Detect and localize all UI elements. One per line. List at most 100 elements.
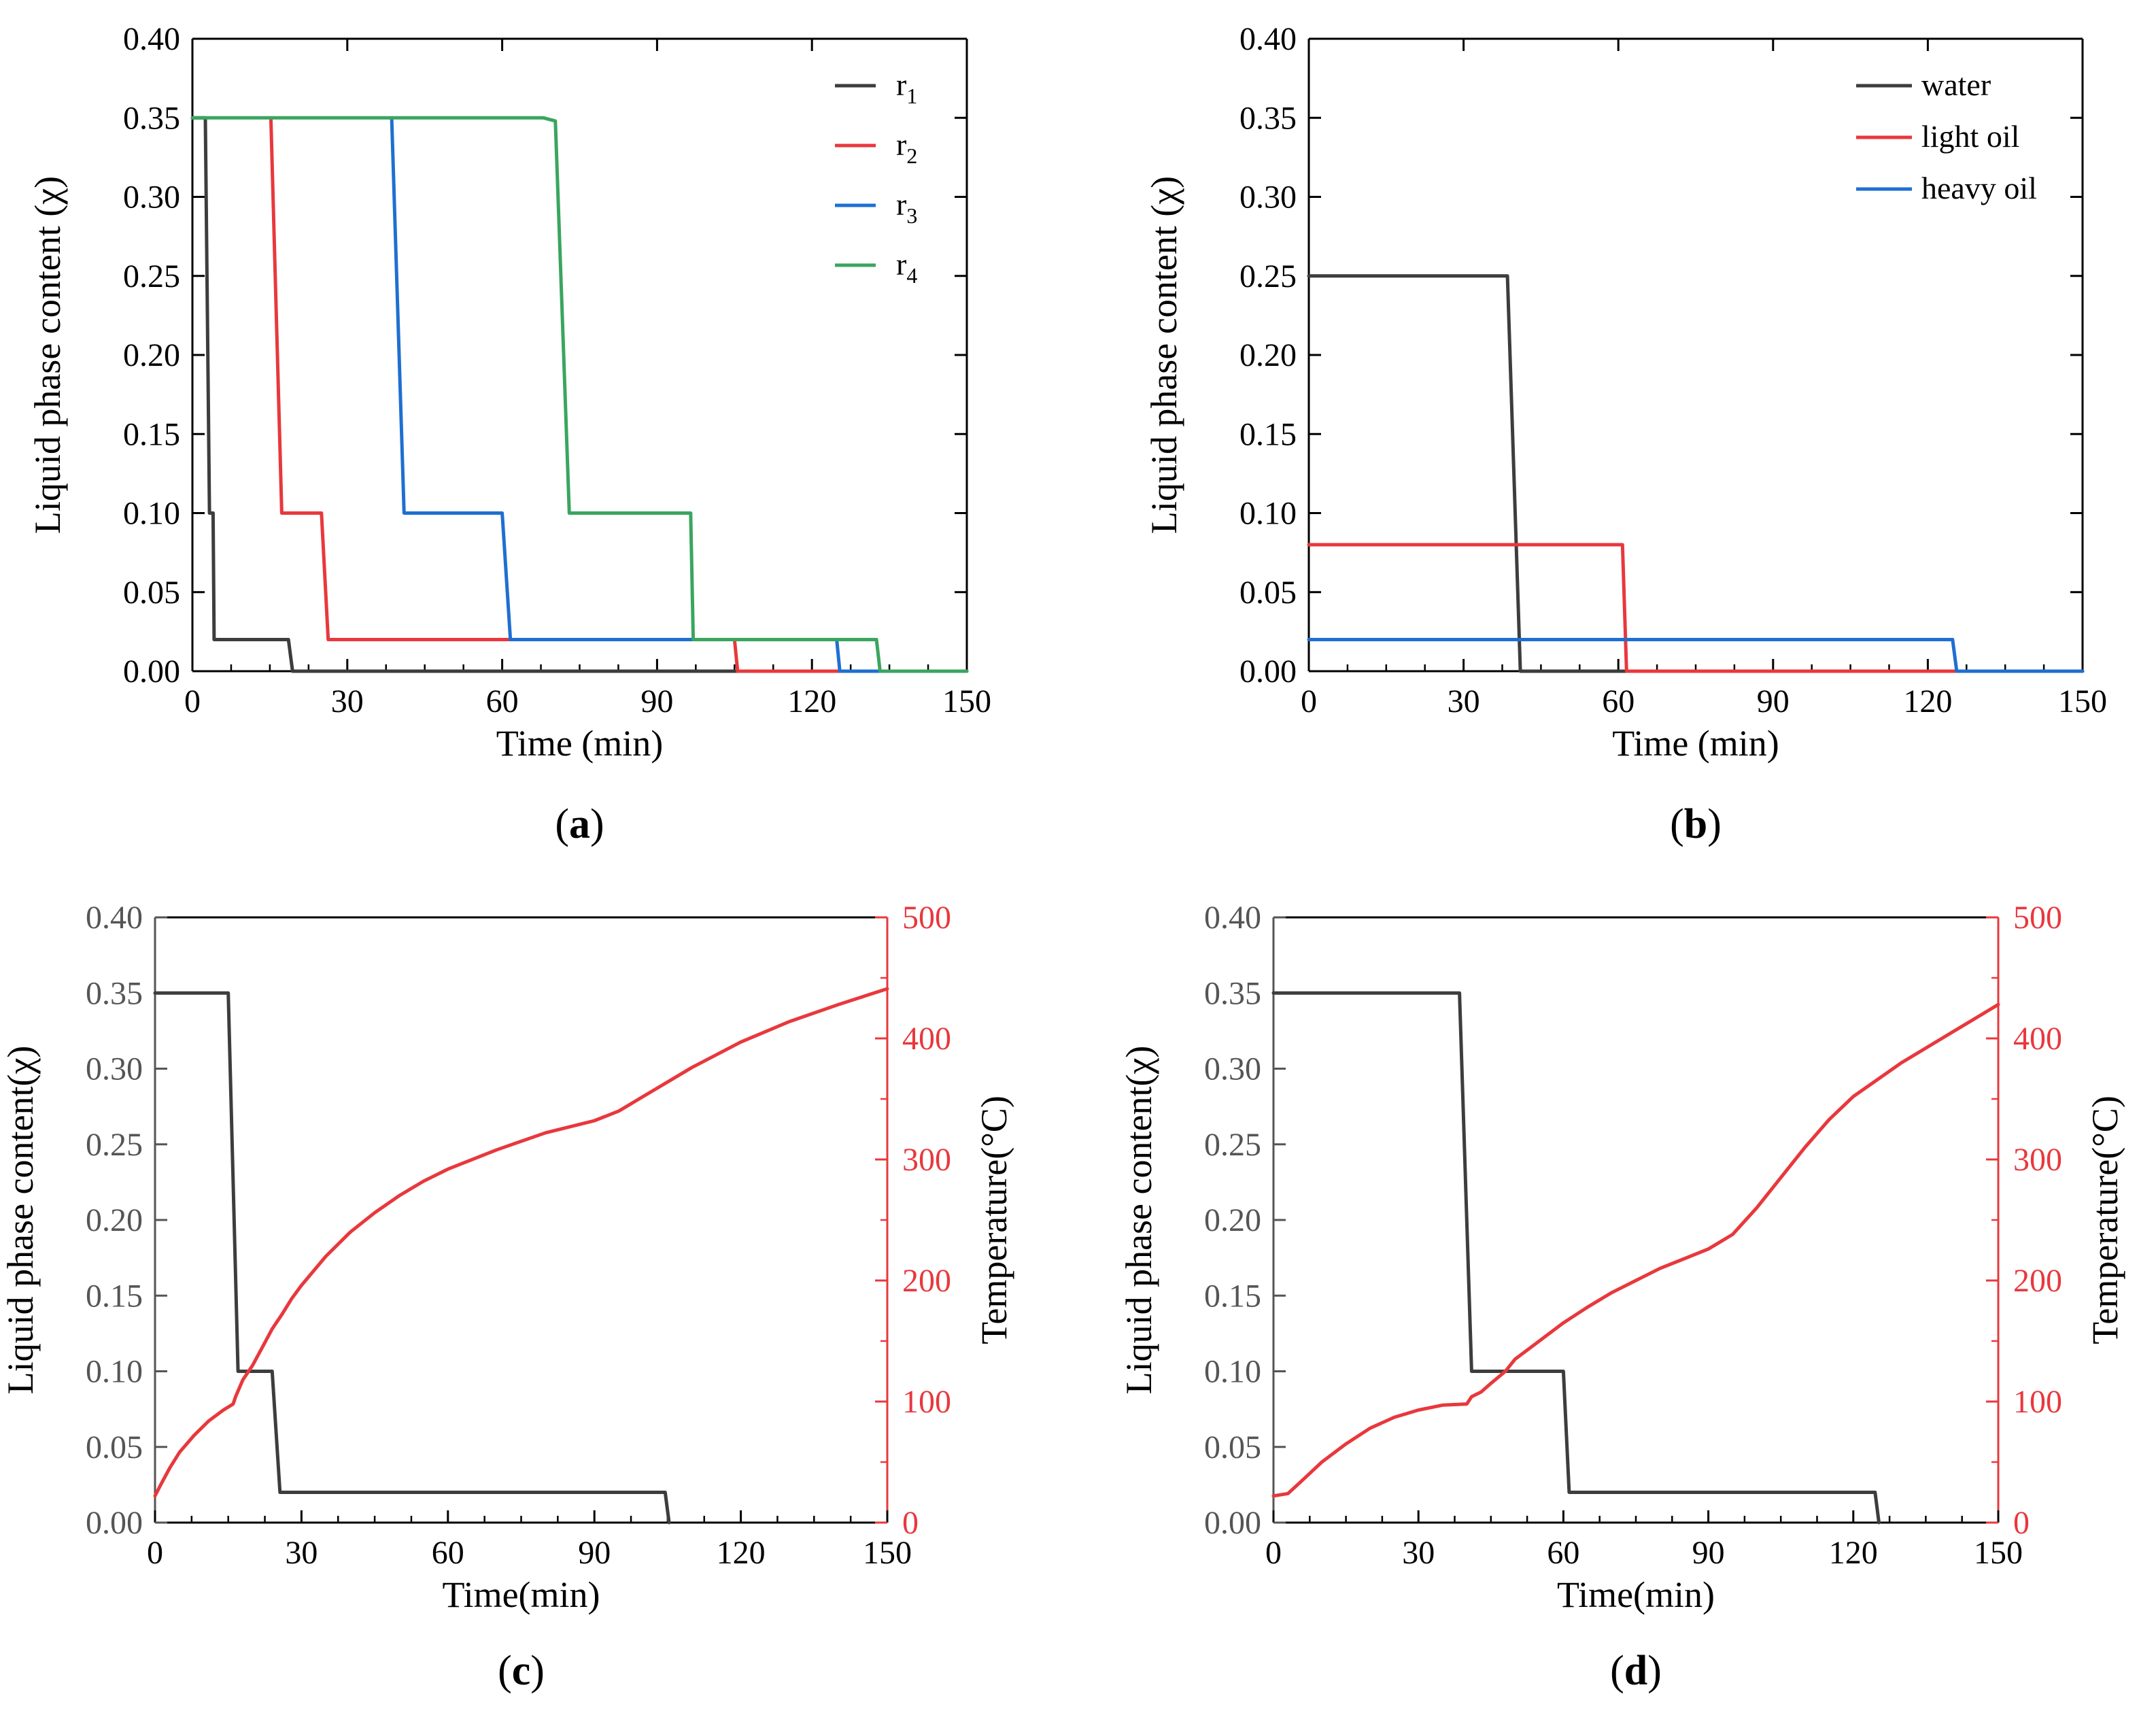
y2-tick-label: 0 (902, 1505, 919, 1541)
legend-label-subscript: 4 (906, 263, 917, 288)
legend-label: r1 (896, 67, 917, 108)
series-line-heavy-oil (1307, 638, 2085, 673)
chart-panel-a: 0 30 60 90 120 150 0.00 0.05 0.10 0.15 0.20 0.25 0.3… (27, 21, 991, 847)
series-line-water (1307, 274, 2085, 673)
y2-tick-label: 400 (2013, 1021, 2062, 1057)
panel-caption: (b) (1670, 801, 1722, 847)
chart-panel-c: 0 30 60 90 120 150 0.00 0.05 0.10 0.15 0.20 0.25 0.3… (0, 900, 1014, 1694)
y-tick-label: 0.00 (1204, 1505, 1261, 1541)
caption-paren-close: ) (1707, 801, 1722, 847)
x-tick-label: 0 (1301, 683, 1317, 719)
y-tick-label: 0.05 (123, 575, 180, 611)
y-tick-label: 0.25 (1204, 1127, 1261, 1163)
series-line-liquid-phase-content (153, 991, 671, 1525)
x-tick-label: 150 (942, 683, 991, 719)
y-tick-label: 0.30 (1204, 1051, 1261, 1087)
x-tick-label: 120 (1903, 683, 1952, 719)
y-tick-label: 0.35 (86, 975, 143, 1011)
y-tick-label: 0.40 (1239, 21, 1297, 57)
legend-label-subscript: 3 (906, 203, 917, 228)
series-line-temperature (153, 987, 889, 1498)
x-tick-label: 0 (184, 683, 201, 719)
x-axis-label: Time(min) (1557, 1574, 1715, 1615)
y2-tick-label: 100 (902, 1384, 951, 1420)
series-line-liquid-phase-content (1271, 991, 1881, 1525)
chart-panel-b: 0 30 60 90 120 150 0.00 0.05 0.10 0.15 0.20 0.25 0.3… (1144, 21, 2107, 847)
y-tick-label: 0.20 (123, 337, 180, 373)
x-tick-label: 150 (863, 1535, 912, 1571)
x-tick-label: 150 (1974, 1535, 2023, 1571)
y-axis-label: Liquid phase content(χ) (1118, 1046, 1159, 1395)
y2-tick-label: 200 (2013, 1263, 2062, 1299)
x-tick-label: 60 (1602, 683, 1635, 719)
series-line-light-oil (1307, 543, 2085, 673)
y2-tick-label: 300 (2013, 1142, 2062, 1178)
x-tick-label: 60 (486, 683, 519, 719)
legend-label-subscript: 1 (906, 84, 917, 108)
x-tick-label: 90 (578, 1535, 611, 1571)
x-tick-label: 30 (1448, 683, 1480, 719)
legend-label: light oil (1921, 119, 2019, 154)
x-tick-label: 30 (1402, 1535, 1435, 1571)
y-tick-label: 0.25 (86, 1127, 143, 1163)
y-tick-label: 0.40 (86, 900, 143, 936)
series-line-r3 (390, 116, 969, 673)
x-axis-label: Time(min) (442, 1574, 600, 1615)
y-tick-label: 0.15 (123, 416, 180, 452)
legend-label-base: r (896, 127, 906, 162)
y2-axis-label: Temperature(°C) (974, 1096, 1014, 1344)
caption-letter: b (1684, 801, 1707, 847)
x-tick-label: 30 (331, 683, 364, 719)
series-line-temperature (1271, 1002, 2000, 1498)
chart-panel-d: 0 30 60 90 120 150 0.00 0.05 0.10 0.15 0.20 0.25 0.3… (1118, 900, 2125, 1694)
x-tick-label: 120 (1829, 1535, 1878, 1571)
x-tick-label: 60 (1547, 1535, 1579, 1571)
y-tick-label: 0.15 (1204, 1278, 1261, 1314)
x-tick-label: 90 (1692, 1535, 1725, 1571)
y-tick-label: 0.20 (86, 1202, 143, 1238)
caption-letter: a (569, 801, 590, 847)
caption-paren-close: ) (530, 1648, 545, 1694)
caption-letter: c (512, 1648, 531, 1694)
y2-tick-label: 200 (902, 1263, 951, 1299)
x-tick-label: 0 (147, 1535, 163, 1571)
caption-paren-close: ) (590, 801, 604, 847)
caption-paren-open: ( (1670, 801, 1684, 847)
legend-label: heavy oil (1921, 171, 2037, 205)
x-tick-label: 120 (717, 1535, 766, 1571)
y-tick-label: 0.30 (123, 180, 180, 216)
x-axis-label: Time (min) (496, 723, 664, 764)
y2-tick-label: 500 (902, 900, 951, 936)
panel-caption: (c) (498, 1648, 545, 1694)
y-tick-label: 0.30 (86, 1051, 143, 1087)
y-tick-label: 0.35 (1239, 100, 1297, 136)
panel-caption: (a) (555, 801, 604, 847)
y-tick-label: 0.40 (123, 21, 180, 57)
y-tick-label: 0.30 (1239, 180, 1297, 216)
y-tick-label: 0.10 (86, 1354, 143, 1390)
y-tick-label: 0.05 (1204, 1429, 1261, 1465)
caption-paren-open: ( (1610, 1648, 1624, 1694)
y2-tick-label: 300 (902, 1142, 951, 1178)
x-tick-label: 30 (285, 1535, 318, 1571)
caption-letter: d (1624, 1648, 1647, 1694)
legend-label-base: r (896, 187, 906, 222)
x-tick-label: 150 (2058, 683, 2107, 719)
y2-tick-label: 500 (2013, 900, 2062, 936)
y-tick-label: 0.05 (86, 1429, 143, 1465)
y-tick-label: 0.35 (1204, 975, 1261, 1011)
y-tick-label: 0.00 (1239, 654, 1297, 690)
y-axis-label: Liquid phase content (χ) (1144, 176, 1184, 534)
x-tick-label: 60 (432, 1535, 464, 1571)
y2-tick-label: 400 (902, 1021, 951, 1057)
y-tick-label: 0.10 (123, 496, 180, 532)
y-tick-label: 0.10 (1239, 496, 1297, 532)
legend-label-base: r (896, 247, 906, 282)
y-tick-label: 0.00 (86, 1505, 143, 1541)
x-tick-label: 0 (1265, 1535, 1282, 1571)
y-tick-label: 0.20 (1204, 1202, 1261, 1238)
y-tick-label: 0.25 (123, 258, 180, 294)
x-axis-label: Time (min) (1612, 723, 1779, 764)
y2-tick-label: 0 (2013, 1505, 2030, 1541)
